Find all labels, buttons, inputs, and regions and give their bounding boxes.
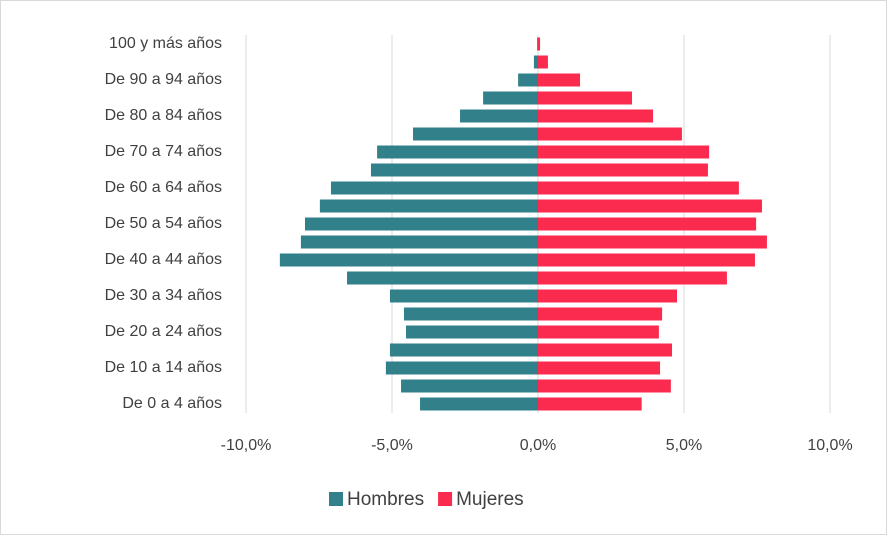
bar bbox=[538, 127, 682, 141]
y-tick-label: De 60 a 64 años bbox=[105, 179, 222, 196]
bar bbox=[483, 91, 538, 105]
legend-label: Mujeres bbox=[456, 489, 524, 510]
bar bbox=[385, 361, 538, 375]
bar bbox=[538, 289, 677, 303]
bar bbox=[538, 379, 671, 393]
bar bbox=[538, 163, 708, 177]
y-tick-label: De 50 a 54 años bbox=[105, 215, 222, 232]
bar bbox=[538, 325, 659, 339]
x-tick-label: -10,0% bbox=[221, 437, 272, 454]
bar bbox=[403, 307, 538, 321]
x-tick-label: 10,0% bbox=[807, 437, 852, 454]
bar bbox=[538, 217, 757, 231]
bar bbox=[538, 361, 661, 375]
bar bbox=[533, 55, 538, 69]
bar bbox=[377, 145, 538, 159]
y-tick-label: De 10 a 14 años bbox=[105, 359, 222, 376]
legend-swatch bbox=[438, 492, 453, 506]
bar bbox=[538, 73, 581, 87]
bar bbox=[370, 163, 538, 177]
x-tick-label: 5,0% bbox=[666, 437, 702, 454]
bar bbox=[389, 289, 538, 303]
bar bbox=[300, 235, 538, 249]
y-tick-label: De 40 a 44 años bbox=[105, 251, 222, 268]
bar bbox=[538, 145, 710, 159]
bar bbox=[413, 127, 538, 141]
bar bbox=[538, 55, 548, 69]
y-tick-label: De 0 a 4 años bbox=[122, 395, 222, 412]
y-tick-label: De 30 a 34 años bbox=[105, 287, 222, 304]
bar bbox=[538, 271, 727, 285]
bar bbox=[420, 397, 538, 411]
y-tick-label: 100 y más años bbox=[109, 35, 222, 52]
x-tick-label: -5,0% bbox=[371, 437, 413, 454]
bar bbox=[319, 199, 538, 213]
bar bbox=[401, 379, 538, 393]
bar bbox=[538, 181, 739, 195]
bar bbox=[538, 109, 654, 123]
bar bbox=[538, 91, 633, 105]
bar bbox=[538, 307, 663, 321]
bar bbox=[538, 397, 642, 411]
bar bbox=[279, 253, 538, 267]
legend-swatch bbox=[329, 492, 343, 506]
bar bbox=[330, 181, 538, 195]
bar bbox=[304, 217, 538, 231]
bar bbox=[538, 37, 541, 51]
y-tick-label: De 80 a 84 años bbox=[105, 107, 222, 124]
y-tick-label: De 90 a 94 años bbox=[105, 71, 222, 88]
x-tick-label: 0,0% bbox=[520, 437, 556, 454]
bar bbox=[347, 271, 538, 285]
bar bbox=[538, 253, 755, 267]
bar bbox=[538, 199, 762, 213]
bar bbox=[538, 235, 767, 249]
bar bbox=[406, 325, 538, 339]
bar bbox=[518, 73, 538, 87]
legend-label: Hombres bbox=[347, 489, 424, 510]
y-tick-label: De 70 a 74 años bbox=[105, 143, 222, 160]
y-tick-label: De 20 a 24 años bbox=[105, 323, 222, 340]
bar bbox=[538, 343, 673, 357]
bar bbox=[389, 343, 538, 357]
bar bbox=[460, 109, 538, 123]
bar bbox=[537, 37, 538, 51]
